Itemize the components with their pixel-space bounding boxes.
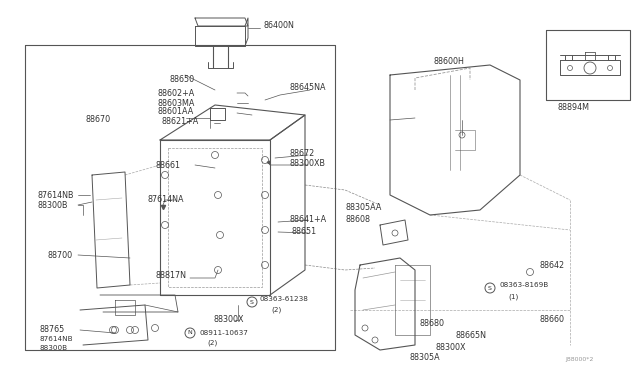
Text: (1): (1) xyxy=(508,294,518,300)
Text: 88894M: 88894M xyxy=(558,103,590,112)
Text: J88000*2: J88000*2 xyxy=(565,357,593,362)
Text: 88642: 88642 xyxy=(540,260,565,269)
Text: 88641+A: 88641+A xyxy=(289,215,326,224)
Text: 88670: 88670 xyxy=(86,115,111,125)
Text: 88300X: 88300X xyxy=(213,315,243,324)
Text: S: S xyxy=(488,285,492,291)
Text: 88300XB: 88300XB xyxy=(290,158,326,167)
Text: 87614NA: 87614NA xyxy=(148,196,184,205)
Text: 88600H: 88600H xyxy=(433,58,464,67)
Text: 88817N: 88817N xyxy=(155,270,186,279)
Text: (2): (2) xyxy=(207,340,217,346)
Text: 08363-8169B: 08363-8169B xyxy=(500,282,549,288)
Text: 88300B: 88300B xyxy=(38,201,68,209)
Text: 86400N: 86400N xyxy=(264,20,295,29)
Text: 88765: 88765 xyxy=(40,326,65,334)
Text: 08911-10637: 08911-10637 xyxy=(200,330,249,336)
Text: 88661: 88661 xyxy=(155,160,180,170)
Text: (2): (2) xyxy=(271,307,281,313)
Text: 87614NB: 87614NB xyxy=(38,190,74,199)
Text: 88305A: 88305A xyxy=(410,353,440,362)
Text: S: S xyxy=(250,299,254,305)
Text: 88608: 88608 xyxy=(346,215,371,224)
Text: 88305AA: 88305AA xyxy=(346,203,382,212)
Text: 88665N: 88665N xyxy=(455,331,486,340)
Text: 87614NB: 87614NB xyxy=(40,336,74,342)
Text: 88645NA: 88645NA xyxy=(290,83,326,92)
Text: 88680: 88680 xyxy=(420,318,445,327)
Text: 88300B: 88300B xyxy=(40,345,68,351)
Text: 88602+A: 88602+A xyxy=(157,89,195,97)
Text: 08363-61238: 08363-61238 xyxy=(260,296,309,302)
Text: 88300X: 88300X xyxy=(435,343,465,352)
Text: 88700: 88700 xyxy=(48,250,73,260)
Text: 88672: 88672 xyxy=(290,148,316,157)
Text: 88621+A: 88621+A xyxy=(162,118,199,126)
Text: N: N xyxy=(188,330,193,336)
Text: 88601AA: 88601AA xyxy=(157,108,193,116)
Text: 88651: 88651 xyxy=(292,228,317,237)
Text: 88650: 88650 xyxy=(170,74,195,83)
Text: 88603MA: 88603MA xyxy=(157,99,195,108)
Text: 88660: 88660 xyxy=(540,315,565,324)
